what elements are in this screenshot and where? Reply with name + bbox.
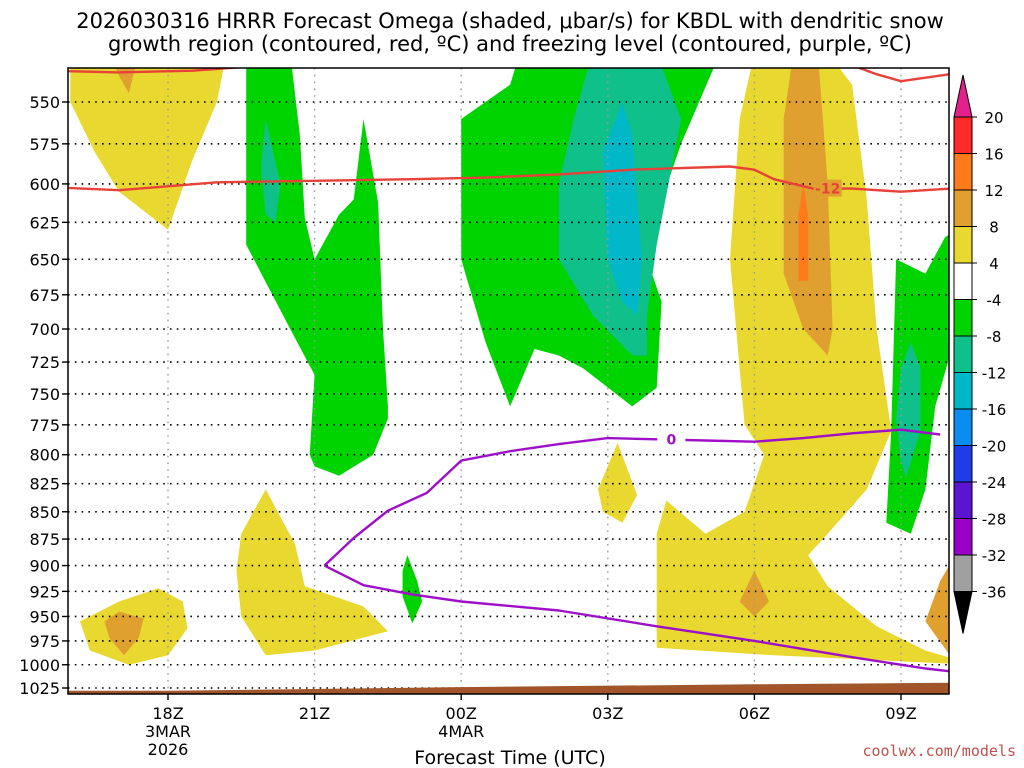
region-neg-8-right (896, 342, 921, 478)
y-tick-label-550: 550 (29, 93, 60, 112)
region-pos-8-bottom-right (739, 570, 770, 617)
colorbar-label-0: 20 (984, 109, 1003, 127)
contour-freezing-level-upper (323, 428, 941, 567)
colorbar-label-10: -24 (982, 474, 1007, 492)
colorbar-label-1: 16 (984, 146, 1003, 164)
chart-title-line-1: 2026030316 HRRR Forecast Omega (shaded, … (76, 9, 944, 33)
region-neg-4-small-center-left (402, 555, 423, 624)
colorbar-segment-4 (953, 262, 973, 300)
colorbar-segment-10 (953, 481, 973, 519)
contour-lines: -12 0 (68, 68, 949, 673)
region-pos-4-right-main (656, 68, 949, 664)
colorbar-label-4: 4 (989, 255, 999, 273)
x-tick-label-00Z: 00Z (446, 704, 477, 723)
y-tick-label-725: 725 (29, 353, 60, 372)
region-pos-4-small-center (598, 442, 638, 523)
contour-freezing-level-lower (323, 564, 949, 673)
y-tick-label-1025: 1025 (19, 679, 60, 698)
region-pos-8-top-left (115, 68, 136, 94)
colorbar-label-5: -4 (987, 292, 1002, 310)
y-tick-label-700: 700 (29, 320, 60, 339)
omega-shading (70, 68, 949, 665)
colorbar-label-7: -12 (982, 365, 1007, 383)
colorbar-bottom-cap (953, 591, 973, 634)
region-pos-4-lower-center-left (236, 489, 388, 656)
region-pos-4-top-left (70, 68, 224, 230)
colorbar-label-12: -32 (982, 547, 1007, 565)
contour-label-dendritic-growth-lower: -12 (815, 182, 840, 198)
colorbar-segment-1 (953, 153, 973, 191)
region-neg-12-center (602, 102, 642, 316)
colorbar-segment-0 (953, 116, 973, 154)
y-tick-label-800: 800 (29, 446, 60, 465)
credit-text: coolwx.com/models (862, 742, 1016, 760)
region-pos-12-right (798, 183, 809, 281)
colorbar: 20 16 12 8 4 -4 -8 -12 -16 -20 -24 -28 -32 -36 (953, 74, 1007, 634)
x-tick-sublabel-18Z: 3MAR (145, 722, 191, 741)
colorbar-label-13: -36 (982, 584, 1007, 602)
contour-label-bg-freezing-level-upper (657, 430, 686, 448)
y-tick-label-575: 575 (29, 135, 60, 154)
region-neg-4-left-center (246, 68, 388, 476)
contour-dendritic-growth-upper (68, 68, 949, 83)
y-tick-label-1000: 1000 (19, 656, 60, 675)
contour-label-freezing-level-upper: 0 (666, 432, 676, 448)
region-pos-8-lower-left (104, 611, 144, 656)
x-tick-label-03Z: 03Z (592, 704, 623, 723)
ground-fill (68, 682, 949, 694)
y-tick-label-875: 875 (29, 530, 60, 549)
colorbar-segment-7 (953, 372, 973, 410)
colorbar-segment-6 (953, 335, 973, 373)
y-tick-label-625: 625 (29, 213, 60, 232)
colorbar-label-9: -20 (982, 438, 1007, 456)
y-tick-label-900: 900 (29, 557, 60, 576)
y-tick-label-650: 650 (29, 250, 60, 269)
contour-dendritic-growth-lower (68, 165, 949, 193)
colorbar-label-2: 12 (984, 182, 1003, 200)
y-tick-label-600: 600 (29, 175, 60, 194)
x-tick-label-21Z: 21Z (299, 704, 330, 723)
colorbar-segment-12 (953, 554, 973, 592)
y-tick-label-850: 850 (29, 503, 60, 522)
colorbar-top-cap (953, 74, 973, 118)
colorbar-segment-2 (953, 189, 973, 227)
y-axis: 550 575 600 625 650 675 700 725 750 775 800 825 850 8… (19, 93, 68, 698)
x-tick-label-18Z: 18Z (152, 704, 183, 723)
y-tick-label-750: 750 (29, 385, 60, 404)
dotted-grid (68, 68, 949, 694)
colorbar-label-3: 8 (989, 219, 999, 237)
colorbar-segment-8 (953, 408, 973, 446)
chart-title-line-2: growth region (contoured, red, ºC) and f… (108, 32, 912, 56)
colorbar-segment-9 (953, 445, 973, 483)
plot-frame (67, 67, 950, 695)
x-tick-year-18Z: 2026 (148, 740, 189, 759)
y-tick-label-925: 925 (29, 582, 60, 601)
y-tick-label-975: 975 (29, 632, 60, 651)
y-tick-label-825: 825 (29, 475, 60, 494)
colorbar-label-11: -28 (982, 511, 1007, 529)
colorbar-segment-11 (953, 518, 973, 556)
y-tick-label-950: 950 (29, 607, 60, 626)
x-tick-label-06Z: 06Z (739, 704, 770, 723)
surface-ground (68, 682, 949, 694)
region-pos-8-bottom-right-edge (925, 565, 949, 655)
contour-label-bg-dendritic-growth-lower (813, 179, 842, 197)
x-axis-title: Forecast Time (UTC) (414, 747, 605, 768)
x-tick-label-09Z: 09Z (885, 704, 916, 723)
region-neg-8-left-center (260, 119, 281, 223)
colorbar-label-8: -16 (982, 401, 1007, 419)
y-tick-label-775: 775 (29, 416, 60, 435)
colorbar-segment-5 (953, 299, 973, 337)
y-tick-label-675: 675 (29, 286, 60, 305)
region-pos-8-right (783, 68, 833, 356)
colorbar-segment-3 (953, 226, 973, 264)
colorbar-label-6: -8 (987, 328, 1002, 346)
x-tick-sublabel-00Z: 4MAR (438, 722, 484, 741)
